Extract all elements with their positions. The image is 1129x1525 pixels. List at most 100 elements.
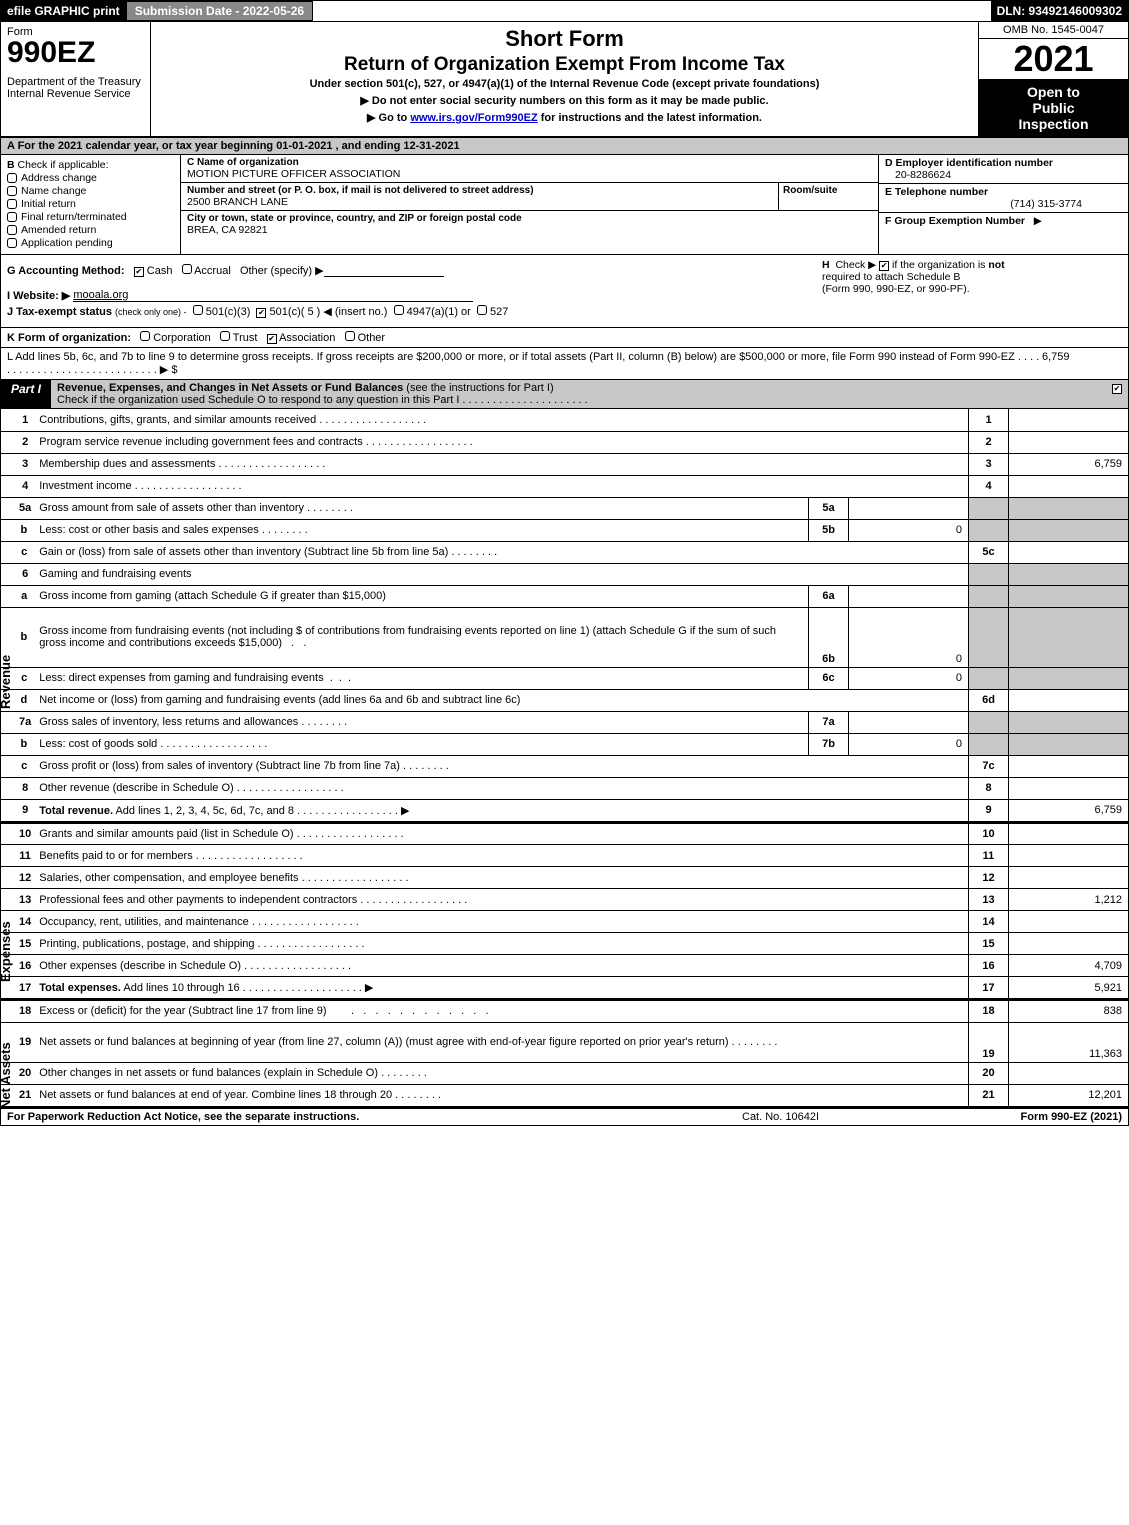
- footer-form-pre: Form: [1021, 1111, 1052, 1123]
- h-text4: (Form 990, 990-EZ, or 990-PF).: [822, 283, 970, 295]
- opt-final-return: Final return/terminated: [21, 211, 127, 223]
- l1-val: [1009, 409, 1129, 431]
- l2-val: [1009, 431, 1129, 453]
- chk-schedule-o-part-i[interactable]: [1112, 384, 1122, 394]
- l17-ref: 17: [969, 977, 1009, 999]
- k-line: K Form of organization: Corporation Trus…: [0, 328, 1129, 348]
- l-text: L Add lines 5b, 6c, and 7b to line 9 to …: [7, 351, 1042, 376]
- line-11: 11 Benefits paid to or for members 11: [1, 845, 1129, 867]
- l18-num: 18: [1, 1000, 36, 1022]
- chk-assoc[interactable]: [267, 334, 277, 344]
- line-5c: c Gain or (loss) from sale of assets oth…: [1, 541, 1129, 563]
- irs-link[interactable]: www.irs.gov/Form990EZ: [410, 112, 537, 124]
- chk-4947[interactable]: [394, 305, 404, 315]
- chk-trust[interactable]: [220, 331, 230, 341]
- c-room-label: Room/suite: [783, 185, 878, 196]
- opt-amended-return: Amended return: [21, 224, 96, 236]
- l20-desc: Other changes in net assets or fund bala…: [35, 1062, 968, 1084]
- l10-ref: 10: [969, 823, 1009, 845]
- form-header: Form 990EZ Department of the Treasury In…: [0, 22, 1129, 138]
- chk-amended-return[interactable]: [7, 225, 17, 235]
- subtitle: Under section 501(c), 527, or 4947(a)(1)…: [159, 78, 970, 90]
- l6c-sref: 6c: [809, 667, 849, 689]
- chk-corp[interactable]: [140, 331, 150, 341]
- l7c-val: [1009, 755, 1129, 777]
- l-value: 6,759: [1042, 351, 1122, 376]
- line-3: 3 Membership dues and assessments 3 6,75…: [1, 453, 1129, 475]
- website-link[interactable]: mooala.org: [73, 289, 128, 301]
- l4-desc: Investment income: [35, 475, 968, 497]
- l6-desc: Gaming and fundraising events: [35, 563, 968, 585]
- l8-ref: 8: [969, 777, 1009, 799]
- l7a-sref: 7a: [809, 711, 849, 733]
- line-14: 14 Occupancy, rent, utilities, and maint…: [1, 911, 1129, 933]
- line-7b: b Less: cost of goods sold 7b 0: [1, 733, 1129, 755]
- k-assoc: Association: [279, 332, 335, 344]
- l7a-ref-shade: [969, 711, 1009, 733]
- open-to-public-box: Open to Public Inspection: [979, 79, 1128, 136]
- header-right: OMB No. 1545-0047 2021 Open to Public In…: [978, 22, 1128, 136]
- g-other-blank[interactable]: [324, 276, 444, 277]
- chk-527[interactable]: [477, 305, 487, 315]
- l12-num: 12: [1, 867, 36, 889]
- col-c-org-info: C Name of organization MOTION PICTURE OF…: [181, 155, 878, 254]
- part-i-title-bold: Revenue, Expenses, and Changes in Net As…: [57, 382, 403, 394]
- chk-501c[interactable]: [256, 308, 266, 318]
- l6a-desc: Gross income from gaming (attach Schedul…: [35, 585, 808, 607]
- l12-ref: 12: [969, 867, 1009, 889]
- l16-val: 4,709: [1009, 955, 1129, 977]
- chk-h-schedule-b[interactable]: [879, 261, 889, 271]
- l9-desc: Total revenue. Add lines 1, 2, 3, 4, 5c,…: [35, 799, 968, 821]
- l3-ref: 3: [969, 453, 1009, 475]
- net-assets-table: 18 Excess or (deficit) for the year (Sub…: [0, 999, 1129, 1107]
- l5a-ref-shade: [969, 497, 1009, 519]
- line-1: 1 Contributions, gifts, grants, and simi…: [1, 409, 1129, 431]
- footer-form-post: (2021): [1087, 1111, 1122, 1123]
- part-i-tag: Part I: [1, 380, 51, 408]
- dept-line-1: Department of the Treasury: [7, 76, 144, 88]
- l14-ref: 14: [969, 911, 1009, 933]
- revenue-table: 1 Contributions, gifts, grants, and simi…: [0, 409, 1129, 822]
- chk-name-change[interactable]: [7, 186, 17, 196]
- f-group-label: F Group Exemption Number: [885, 215, 1025, 227]
- l2-desc: Program service revenue including govern…: [35, 431, 968, 453]
- l17-desc: Total expenses. Add lines 10 through 16 …: [35, 977, 968, 999]
- l5b-desc: Less: cost or other basis and sales expe…: [35, 519, 808, 541]
- l6a-val-shade: [1009, 585, 1129, 607]
- i-label: I Website: ▶: [7, 290, 70, 302]
- chk-application-pending[interactable]: [7, 238, 17, 248]
- efile-print-label[interactable]: efile GRAPHIC print: [1, 1, 126, 21]
- l6b-ref-shade: [969, 607, 1009, 667]
- form-number: 990EZ: [7, 38, 144, 68]
- l19-desc: Net assets or fund balances at beginning…: [35, 1022, 968, 1062]
- l7a-sval: [849, 711, 969, 733]
- chk-accrual[interactable]: [182, 264, 192, 274]
- chk-other[interactable]: [345, 331, 355, 341]
- l15-val: [1009, 933, 1129, 955]
- l17-val: 5,921: [1009, 977, 1129, 999]
- l7a-val-shade: [1009, 711, 1129, 733]
- dln-label: DLN: 93492146009302: [991, 1, 1128, 21]
- chk-501c3[interactable]: [193, 305, 203, 315]
- goto-post: for instructions and the latest informat…: [538, 112, 762, 124]
- chk-address-change[interactable]: [7, 173, 17, 183]
- k-trust: Trust: [233, 332, 258, 344]
- l5a-num: 5a: [1, 497, 36, 519]
- l2-ref: 2: [969, 431, 1009, 453]
- chk-initial-return[interactable]: [7, 199, 17, 209]
- line-2: 2 Program service revenue including gove…: [1, 431, 1129, 453]
- l20-ref: 20: [969, 1062, 1009, 1084]
- l9-ref: 9: [969, 799, 1009, 821]
- l20-val: [1009, 1062, 1129, 1084]
- l7b-num: b: [1, 733, 36, 755]
- l15-ref: 15: [969, 933, 1009, 955]
- chk-final-return[interactable]: [7, 212, 17, 222]
- line-5b: b Less: cost or other basis and sales ex…: [1, 519, 1129, 541]
- expenses-table: 10 Grants and similar amounts paid (list…: [0, 822, 1129, 1000]
- l6d-val: [1009, 689, 1129, 711]
- open-l1: Open to: [981, 84, 1126, 100]
- l1-desc: Contributions, gifts, grants, and simila…: [35, 409, 968, 431]
- line-4: 4 Investment income 4: [1, 475, 1129, 497]
- l6b-desc: Gross income from fundraising events (no…: [35, 607, 808, 667]
- chk-cash[interactable]: [134, 267, 144, 277]
